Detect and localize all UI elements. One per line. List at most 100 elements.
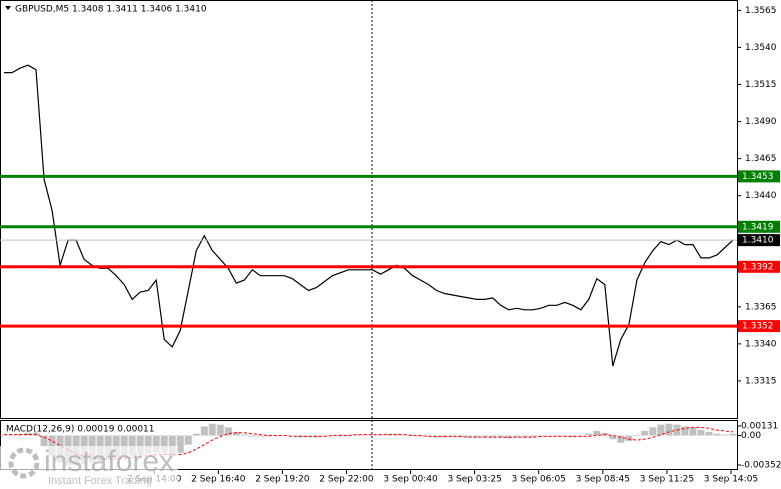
- macd-bar: [465, 435, 473, 438]
- macd-bar: [256, 435, 264, 437]
- macd-bar: [617, 435, 625, 443]
- x-tick-label: 3 Sep 06:05: [512, 475, 566, 485]
- macd-bar: [681, 426, 689, 436]
- macd-bar: [713, 433, 721, 436]
- y-tick-label: 1.3540: [745, 43, 777, 53]
- macd-bar: [521, 435, 529, 438]
- macd-bar: [473, 435, 481, 438]
- macd-bar: [144, 435, 152, 454]
- x-tick-label: 3 Sep 11:25: [640, 475, 694, 485]
- macd-bar: [328, 435, 336, 437]
- macd-bar: [152, 435, 160, 453]
- macd-label: MACD(12,26,9) 0.00019 0.00011: [6, 425, 155, 435]
- macd-bar: [449, 435, 457, 438]
- macd-bar: [553, 435, 561, 437]
- macd-bar: [136, 435, 144, 455]
- macd-bar: [609, 435, 617, 440]
- macd-y-tick-label: -0.00352: [741, 461, 781, 471]
- macd-bar: [721, 434, 729, 436]
- macd-bar: [633, 435, 641, 437]
- macd-bar: [409, 435, 417, 437]
- macd-bar: [200, 426, 208, 436]
- overlay-layer: GBPUSD,M5 1.3408 1.3411 1.3406 1.3410 MA…: [5, 5, 207, 435]
- x-tick-label: 3 Sep 08:45: [576, 475, 630, 485]
- macd-bar: [529, 435, 537, 438]
- macd-bar: [224, 427, 232, 436]
- level-label: 1.3453: [742, 172, 774, 182]
- macd-bar: [264, 435, 272, 437]
- last-price-label-bg: [738, 234, 780, 247]
- main-frame: [0, 0, 738, 419]
- macd-bar: [184, 435, 192, 445]
- macd-bar: [288, 435, 296, 437]
- macd-bar: [192, 433, 200, 436]
- y-tick-label: 1.3465: [745, 154, 777, 164]
- level-label: 1.3419: [742, 222, 774, 232]
- data-layer: 1.3565 1.3540 1.3515 1.3490 1.3465 1.3440 1.33…: [0, 6, 781, 485]
- x-tick-label: 3 Sep 00:40: [383, 475, 438, 485]
- macd-bar: [665, 423, 673, 436]
- x-tick-label: 3 Sep 14:05: [704, 475, 758, 485]
- macd-frame: [0, 420, 738, 470]
- macd-bar: [497, 435, 505, 438]
- macd-bar: [160, 435, 168, 454]
- macd-bar: [513, 435, 521, 438]
- macd-bar: [344, 434, 352, 436]
- macd-bar: [369, 434, 377, 436]
- last-price-label: 1.3410: [742, 236, 774, 246]
- macd-bar: [625, 435, 633, 441]
- macd-bar: [425, 435, 433, 437]
- macd-bar: [569, 435, 577, 438]
- level-label-bg: [738, 220, 780, 233]
- macd-y-tick-label: 0.00131: [741, 422, 778, 432]
- y-tick-label: 1.3565: [745, 6, 777, 16]
- macd-bar: [40, 435, 48, 447]
- macd-bar: [240, 434, 248, 436]
- macd-bar: [705, 431, 713, 436]
- macd-bar: [232, 431, 240, 436]
- x-tick-label: 2 Sep 16:40: [191, 475, 246, 485]
- macd-y-tick-label: 0.00: [741, 431, 761, 441]
- watermark: instaforex Instant Forex Trading: [0, 445, 178, 489]
- macd-bar: [649, 427, 657, 436]
- macd-bar: [489, 435, 497, 438]
- macd-bar: [729, 433, 737, 436]
- macd-bar: [585, 433, 593, 436]
- macd-bar: [8, 434, 16, 436]
- level-label-bg: [738, 170, 780, 183]
- x-tick-label: 3 Sep 03:25: [447, 475, 501, 485]
- macd-bar: [248, 435, 256, 437]
- macd-bar: [48, 435, 56, 456]
- macd-bar: [593, 430, 601, 436]
- macd-bar: [689, 427, 697, 436]
- macd-bar: [385, 433, 393, 436]
- x-tick-label: 2 Sep 19:20: [255, 475, 310, 485]
- macd-bar: [176, 435, 184, 453]
- y-tick-label: 1.3515: [745, 80, 777, 90]
- macd-bar: [433, 435, 441, 438]
- level-label: 1.3352: [742, 322, 774, 332]
- macd-bar: [208, 423, 216, 436]
- y-tick-label: 1.3315: [745, 376, 777, 386]
- y-tick-label: 1.3490: [745, 117, 777, 127]
- macd-bar: [481, 435, 489, 438]
- level-label: 1.3392: [742, 262, 774, 272]
- y-tick-label: 1.3440: [745, 191, 777, 201]
- title-arrow: [5, 6, 11, 10]
- macd-bar: [120, 435, 128, 457]
- y-tick-label: 1.3340: [745, 339, 777, 349]
- level-label-bg: [738, 320, 780, 333]
- macd-bar: [697, 430, 705, 436]
- macd-bar: [657, 424, 665, 436]
- y-tick-label: 1.3365: [745, 302, 777, 312]
- macd-bar: [216, 424, 224, 436]
- level-label-bg: [738, 260, 780, 273]
- macd-bar: [168, 435, 176, 456]
- x-tick-label: 2 Sep 22:00: [319, 475, 374, 485]
- macd-bar: [641, 430, 649, 436]
- price-line: [4, 64, 734, 367]
- chart-title: GBPUSD,M5 1.3408 1.3411 1.3406 1.3410: [15, 5, 207, 15]
- watermark-logo: [8, 447, 40, 479]
